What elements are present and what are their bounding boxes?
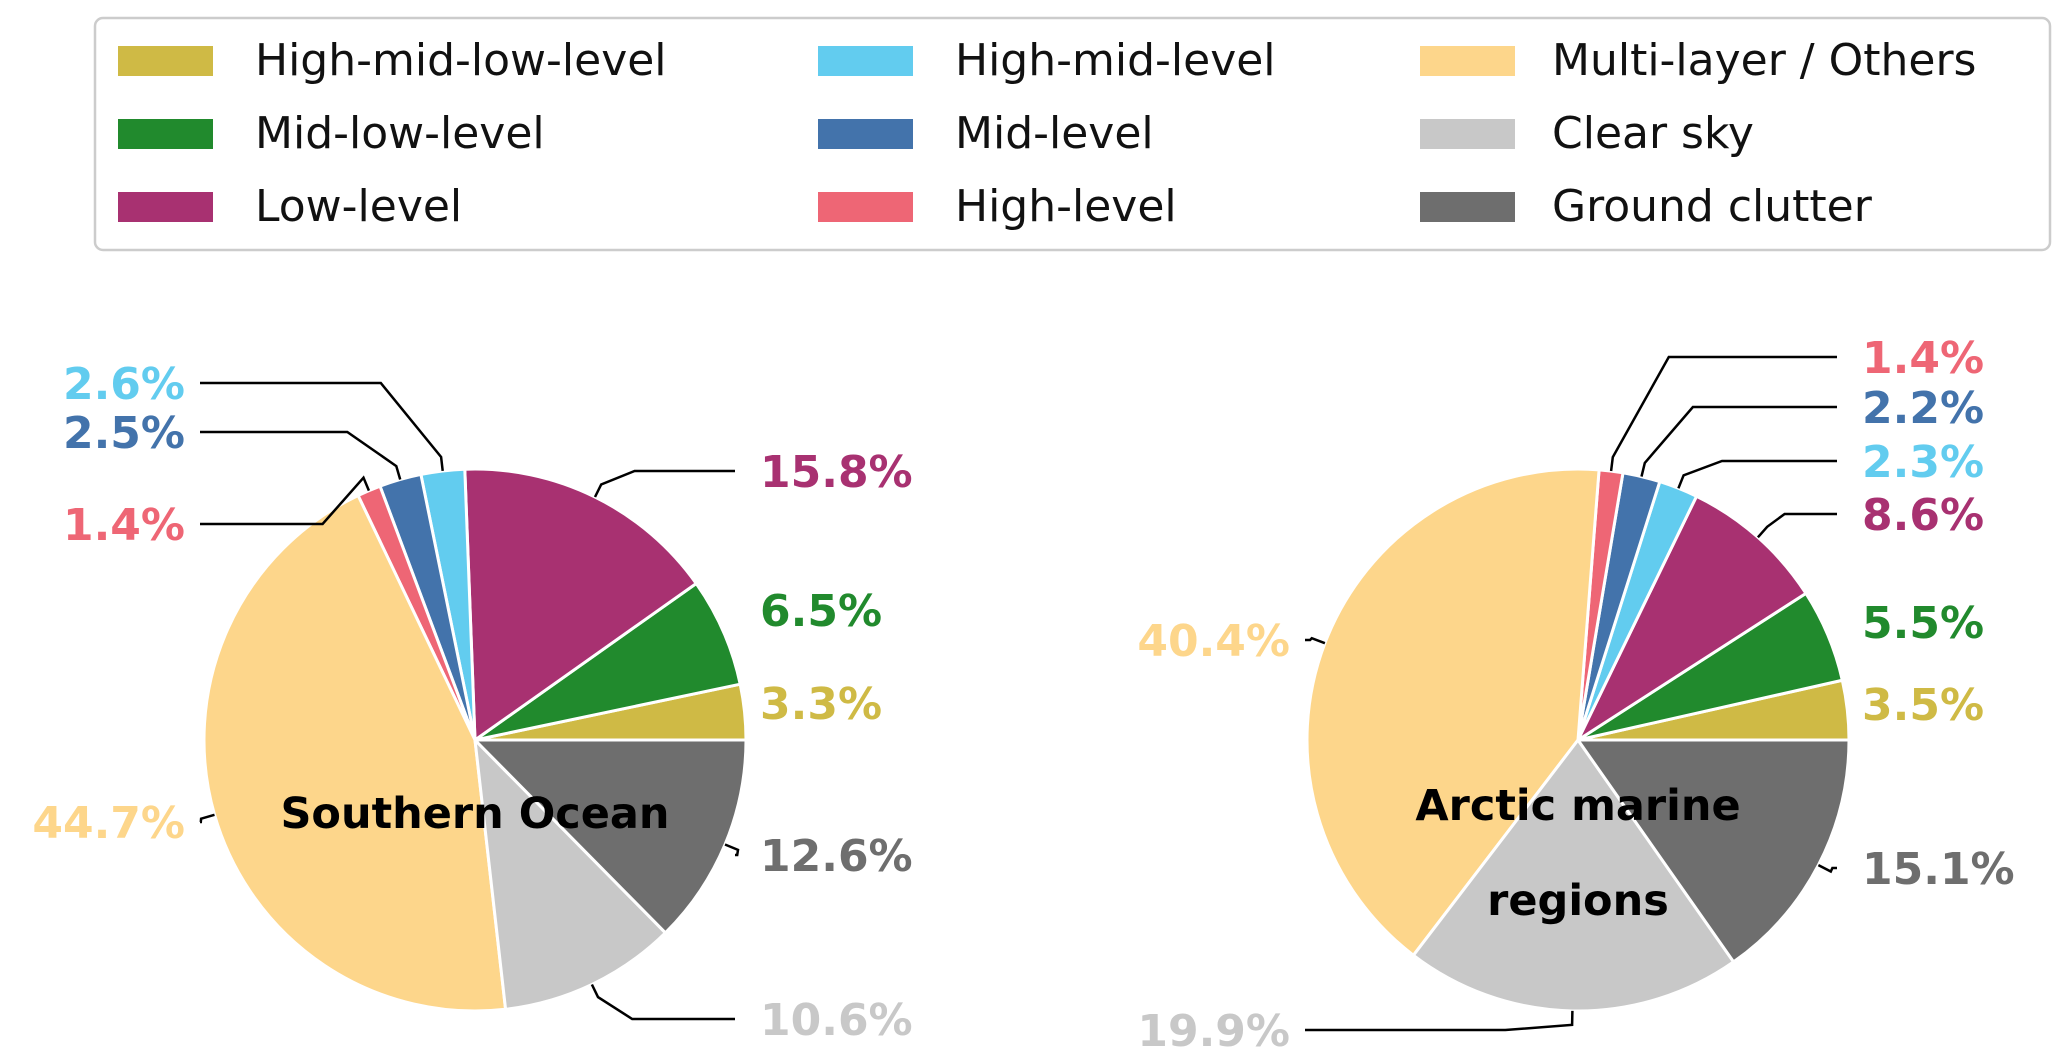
- legend-swatch: [818, 46, 913, 76]
- legend-swatch: [1420, 46, 1515, 76]
- legend-swatch: [118, 46, 213, 76]
- legend-entry-h: High-level: [818, 181, 1177, 232]
- legend-swatch: [118, 119, 213, 149]
- legend-swatch: [818, 192, 913, 222]
- slice-label-h: 1.4%: [1862, 333, 1984, 384]
- pie-slice-clear: [1411, 738, 1736, 1013]
- slice-label-ground: 15.1%: [1862, 844, 2015, 895]
- pie-slice-multi: [1305, 467, 1601, 957]
- slice-label-h: 1.4%: [63, 500, 185, 551]
- slice-label-hm: 2.6%: [63, 359, 185, 410]
- slice-label-ml: 6.5%: [760, 586, 882, 637]
- pie-slice-multi: [202, 494, 508, 1013]
- leader-line-ground: [724, 843, 740, 857]
- legend-entry-ml: Mid-low-level: [118, 108, 545, 159]
- pie-labels: 3.3% 6.5% 15.8% 2.6%2.5% 1.4% 44.7% 10.6% 12.6%: [32, 359, 912, 1046]
- pie-chart-2: 3.5% 5.5% 8.6%2.3%2.2%1.4% 40.4% 19.9% 15.1% A…: [1137, 333, 2014, 1057]
- pie-chart-1: 3.3% 6.5% 15.8% 2.6%2.5% 1.4% 44.7% 10.6% 12.6%…: [32, 359, 912, 1046]
- legend-label: Mid-low-level: [255, 108, 545, 159]
- leader-line-hm: [200, 381, 444, 472]
- leader-line-m: [200, 430, 402, 480]
- legend-entry-m: Mid-level: [818, 108, 1154, 159]
- legend-items: High-mid-low-level High-mid-level Multi-la…: [118, 35, 1976, 232]
- leader-line-hm: [1677, 459, 1837, 489]
- slice-label-l: 8.6%: [1862, 490, 1984, 541]
- pie-title: regions: [1487, 876, 1669, 926]
- leader-line-clear: [590, 983, 735, 1021]
- pie-slice-l: [1576, 494, 1808, 742]
- slice-label-hm: 2.3%: [1862, 437, 1984, 488]
- slice-label-m: 2.2%: [1862, 383, 1984, 434]
- pie-slices: [1305, 467, 1851, 1013]
- pie-leader-lines: [199, 381, 740, 1021]
- legend-swatch: [818, 119, 913, 149]
- slice-label-clear: 10.6%: [760, 995, 913, 1046]
- leader-line-h: [1609, 355, 1837, 472]
- legend-label: Low-level: [255, 181, 462, 232]
- pie-labels: 3.5% 5.5% 8.6%2.3%2.2%1.4% 40.4% 19.9% 15.1%: [1137, 333, 2014, 1057]
- pie-slice-ground: [1576, 738, 1851, 964]
- legend-label: Mid-level: [955, 108, 1154, 159]
- leader-line-h: [200, 475, 371, 526]
- slice-label-ground: 12.6%: [760, 831, 913, 882]
- legend-entry-hml: High-mid-low-level: [118, 35, 667, 86]
- legend-label: Ground clutter: [1552, 181, 1873, 232]
- slice-label-multi: 44.7%: [32, 798, 185, 849]
- legend-entry-clear: Clear sky: [1420, 108, 1754, 159]
- legend-swatch: [1420, 192, 1515, 222]
- legend-label: High-mid-low-level: [255, 35, 667, 86]
- slice-label-multi: 40.4%: [1137, 616, 1290, 667]
- leader-line-multi: [199, 813, 215, 824]
- legend-entry-ground: Ground clutter: [1420, 181, 1873, 232]
- legend-label: High-mid-level: [955, 35, 1276, 86]
- legend-swatch: [1420, 119, 1515, 149]
- leader-line-ground: [1817, 863, 1837, 874]
- legend-label: Clear sky: [1552, 108, 1754, 159]
- leader-line-clear: [1305, 1010, 1574, 1032]
- legend-swatch: [118, 192, 213, 222]
- legend-label: High-level: [955, 181, 1177, 232]
- pie-slice-clear: [473, 738, 667, 1011]
- leader-line-l: [1756, 512, 1837, 539]
- pie-slice-ml: [473, 581, 742, 742]
- slice-label-clear: 19.9%: [1137, 1006, 1290, 1057]
- legend-entry-hm: High-mid-level: [818, 35, 1276, 86]
- slice-label-hml: 3.3%: [760, 679, 882, 730]
- slice-label-l: 15.8%: [760, 447, 913, 498]
- legend-frame: [93, 16, 2052, 252]
- slice-label-ml: 5.5%: [1862, 598, 1984, 649]
- legend-label: Multi-layer / Others: [1552, 35, 1976, 86]
- pie-slice-l: [463, 467, 698, 742]
- leader-line-multi: [1305, 636, 1326, 645]
- pie-title: Arctic marine: [1415, 781, 1740, 831]
- slice-label-m: 2.5%: [63, 408, 185, 459]
- pie-title: Southern Ocean: [280, 789, 669, 839]
- slice-label-hml: 3.5%: [1862, 680, 1984, 731]
- leader-line-m: [1640, 405, 1837, 477]
- legend: High-mid-low-level High-mid-level Multi-la…: [93, 16, 2052, 252]
- legend-entry-multi: Multi-layer / Others: [1420, 35, 1976, 86]
- leader-line-l: [593, 469, 735, 498]
- pie-leader-lines: [1305, 355, 1837, 1032]
- legend-entry-l: Low-level: [118, 181, 462, 232]
- pies: 3.3% 6.5% 15.8% 2.6%2.5% 1.4% 44.7% 10.6% 12.6%…: [32, 333, 2014, 1057]
- pie-slices: [202, 467, 748, 1013]
